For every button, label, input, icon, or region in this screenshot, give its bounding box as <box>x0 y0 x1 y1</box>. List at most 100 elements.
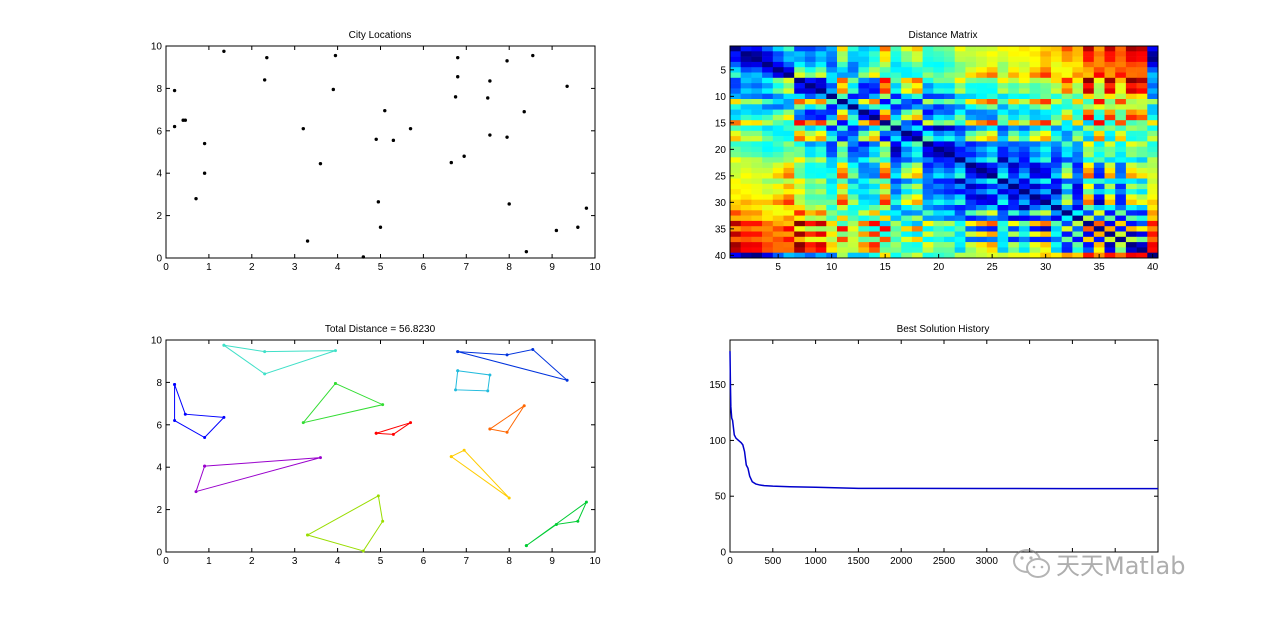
distance-cell <box>730 77 741 84</box>
distance-cell <box>997 51 1009 57</box>
distance-cell <box>762 157 774 163</box>
distance-cell <box>1136 220 1148 227</box>
distance-cell <box>976 194 988 200</box>
distance-cell <box>986 236 998 243</box>
distance-cell <box>837 120 848 126</box>
distance-cell <box>869 205 881 211</box>
distance-cell <box>1018 210 1030 216</box>
distance-cell <box>1018 205 1030 211</box>
distance-cell <box>944 162 955 169</box>
distance-cell <box>965 130 977 137</box>
distance-cell <box>954 205 966 211</box>
distance-cell <box>890 146 902 153</box>
distance-cell <box>1008 220 1020 227</box>
tour-stop <box>486 389 490 393</box>
distance-cell <box>804 157 816 163</box>
distance-cell <box>837 205 848 211</box>
distance-cell <box>911 67 923 73</box>
distance-cell <box>740 125 752 132</box>
distance-cell <box>879 67 891 73</box>
distance-cell <box>1008 120 1020 126</box>
distance-cell <box>869 120 881 126</box>
distance-cell <box>730 146 741 153</box>
distance-cell <box>922 226 934 232</box>
distance-cell <box>1147 99 1159 105</box>
tour-stop <box>263 350 267 354</box>
distance-cell <box>772 194 784 200</box>
distance-cell <box>954 242 966 248</box>
distance-cell <box>944 77 955 84</box>
distance-cell <box>869 83 881 89</box>
distance-cell <box>772 83 784 89</box>
distance-cell <box>879 125 891 132</box>
distance-cell <box>1008 215 1020 222</box>
distance-cell <box>1051 99 1062 105</box>
distance-cell <box>1051 199 1062 206</box>
distance-cell <box>740 215 752 222</box>
distance-cell <box>965 120 977 126</box>
distance-cell <box>1147 189 1159 195</box>
distance-cell <box>1125 83 1137 89</box>
distance-cell <box>1029 210 1041 216</box>
distance-cell <box>1104 114 1116 121</box>
distance-cell <box>751 125 763 132</box>
distance-cell <box>901 205 913 211</box>
distance-cell <box>976 210 988 216</box>
distance-cell <box>1115 93 1127 100</box>
tour-stop <box>361 549 365 553</box>
distance-cell <box>933 83 945 89</box>
distance-cell <box>762 152 774 158</box>
distance-cell <box>858 162 870 169</box>
distance-cell <box>944 136 955 142</box>
city-point <box>361 255 366 259</box>
distance-cell <box>751 242 763 248</box>
distance-cell <box>879 199 891 206</box>
distance-cell <box>794 173 806 179</box>
city-point <box>505 59 509 63</box>
distance-cell <box>858 51 870 57</box>
distance-cell <box>772 46 784 52</box>
distance-cell <box>1072 167 1084 174</box>
distance-cell <box>1008 114 1020 121</box>
distance-cell <box>762 130 774 137</box>
distance-cell <box>826 51 838 57</box>
distance-cell <box>1051 46 1062 52</box>
distance-cell <box>772 226 784 232</box>
tour-stop <box>376 494 380 498</box>
distance-cell <box>869 226 881 232</box>
distance-cell <box>901 125 913 132</box>
distance-cell <box>1072 104 1084 110</box>
distance-cell <box>772 125 784 132</box>
distance-cell <box>1018 104 1030 110</box>
distance-cell <box>751 136 763 142</box>
city-point <box>524 249 529 254</box>
distance-cell <box>858 72 870 79</box>
distance-cell <box>1104 146 1116 153</box>
distance-cell <box>783 162 795 169</box>
distance-cell <box>1061 157 1073 163</box>
distance-cell <box>1072 67 1084 73</box>
distance-cell <box>1136 67 1148 73</box>
distance-cell <box>847 252 859 259</box>
distance-cell <box>922 46 934 52</box>
cities-xtick-label: 9 <box>549 262 555 273</box>
distance-cell <box>837 83 848 89</box>
distance-cell <box>879 152 891 158</box>
distance-cell <box>1051 252 1062 259</box>
distance-cell <box>1008 93 1020 100</box>
distance-cell <box>783 167 795 174</box>
watermark: 天天Matlab <box>1012 546 1185 581</box>
distance-xtick-label: 20 <box>933 262 945 273</box>
distance-cell <box>986 72 998 79</box>
distance-cell <box>922 136 934 142</box>
distance-cell <box>1061 183 1073 190</box>
distance-cell <box>901 189 913 195</box>
distance-cell <box>1093 199 1105 206</box>
tour-stop <box>203 436 207 440</box>
distance-cell <box>976 178 988 185</box>
distance-cell <box>869 136 881 142</box>
tour-stop <box>194 490 198 494</box>
distance-cell <box>944 189 955 195</box>
distance-cell <box>965 236 977 243</box>
distance-cell <box>804 67 816 73</box>
